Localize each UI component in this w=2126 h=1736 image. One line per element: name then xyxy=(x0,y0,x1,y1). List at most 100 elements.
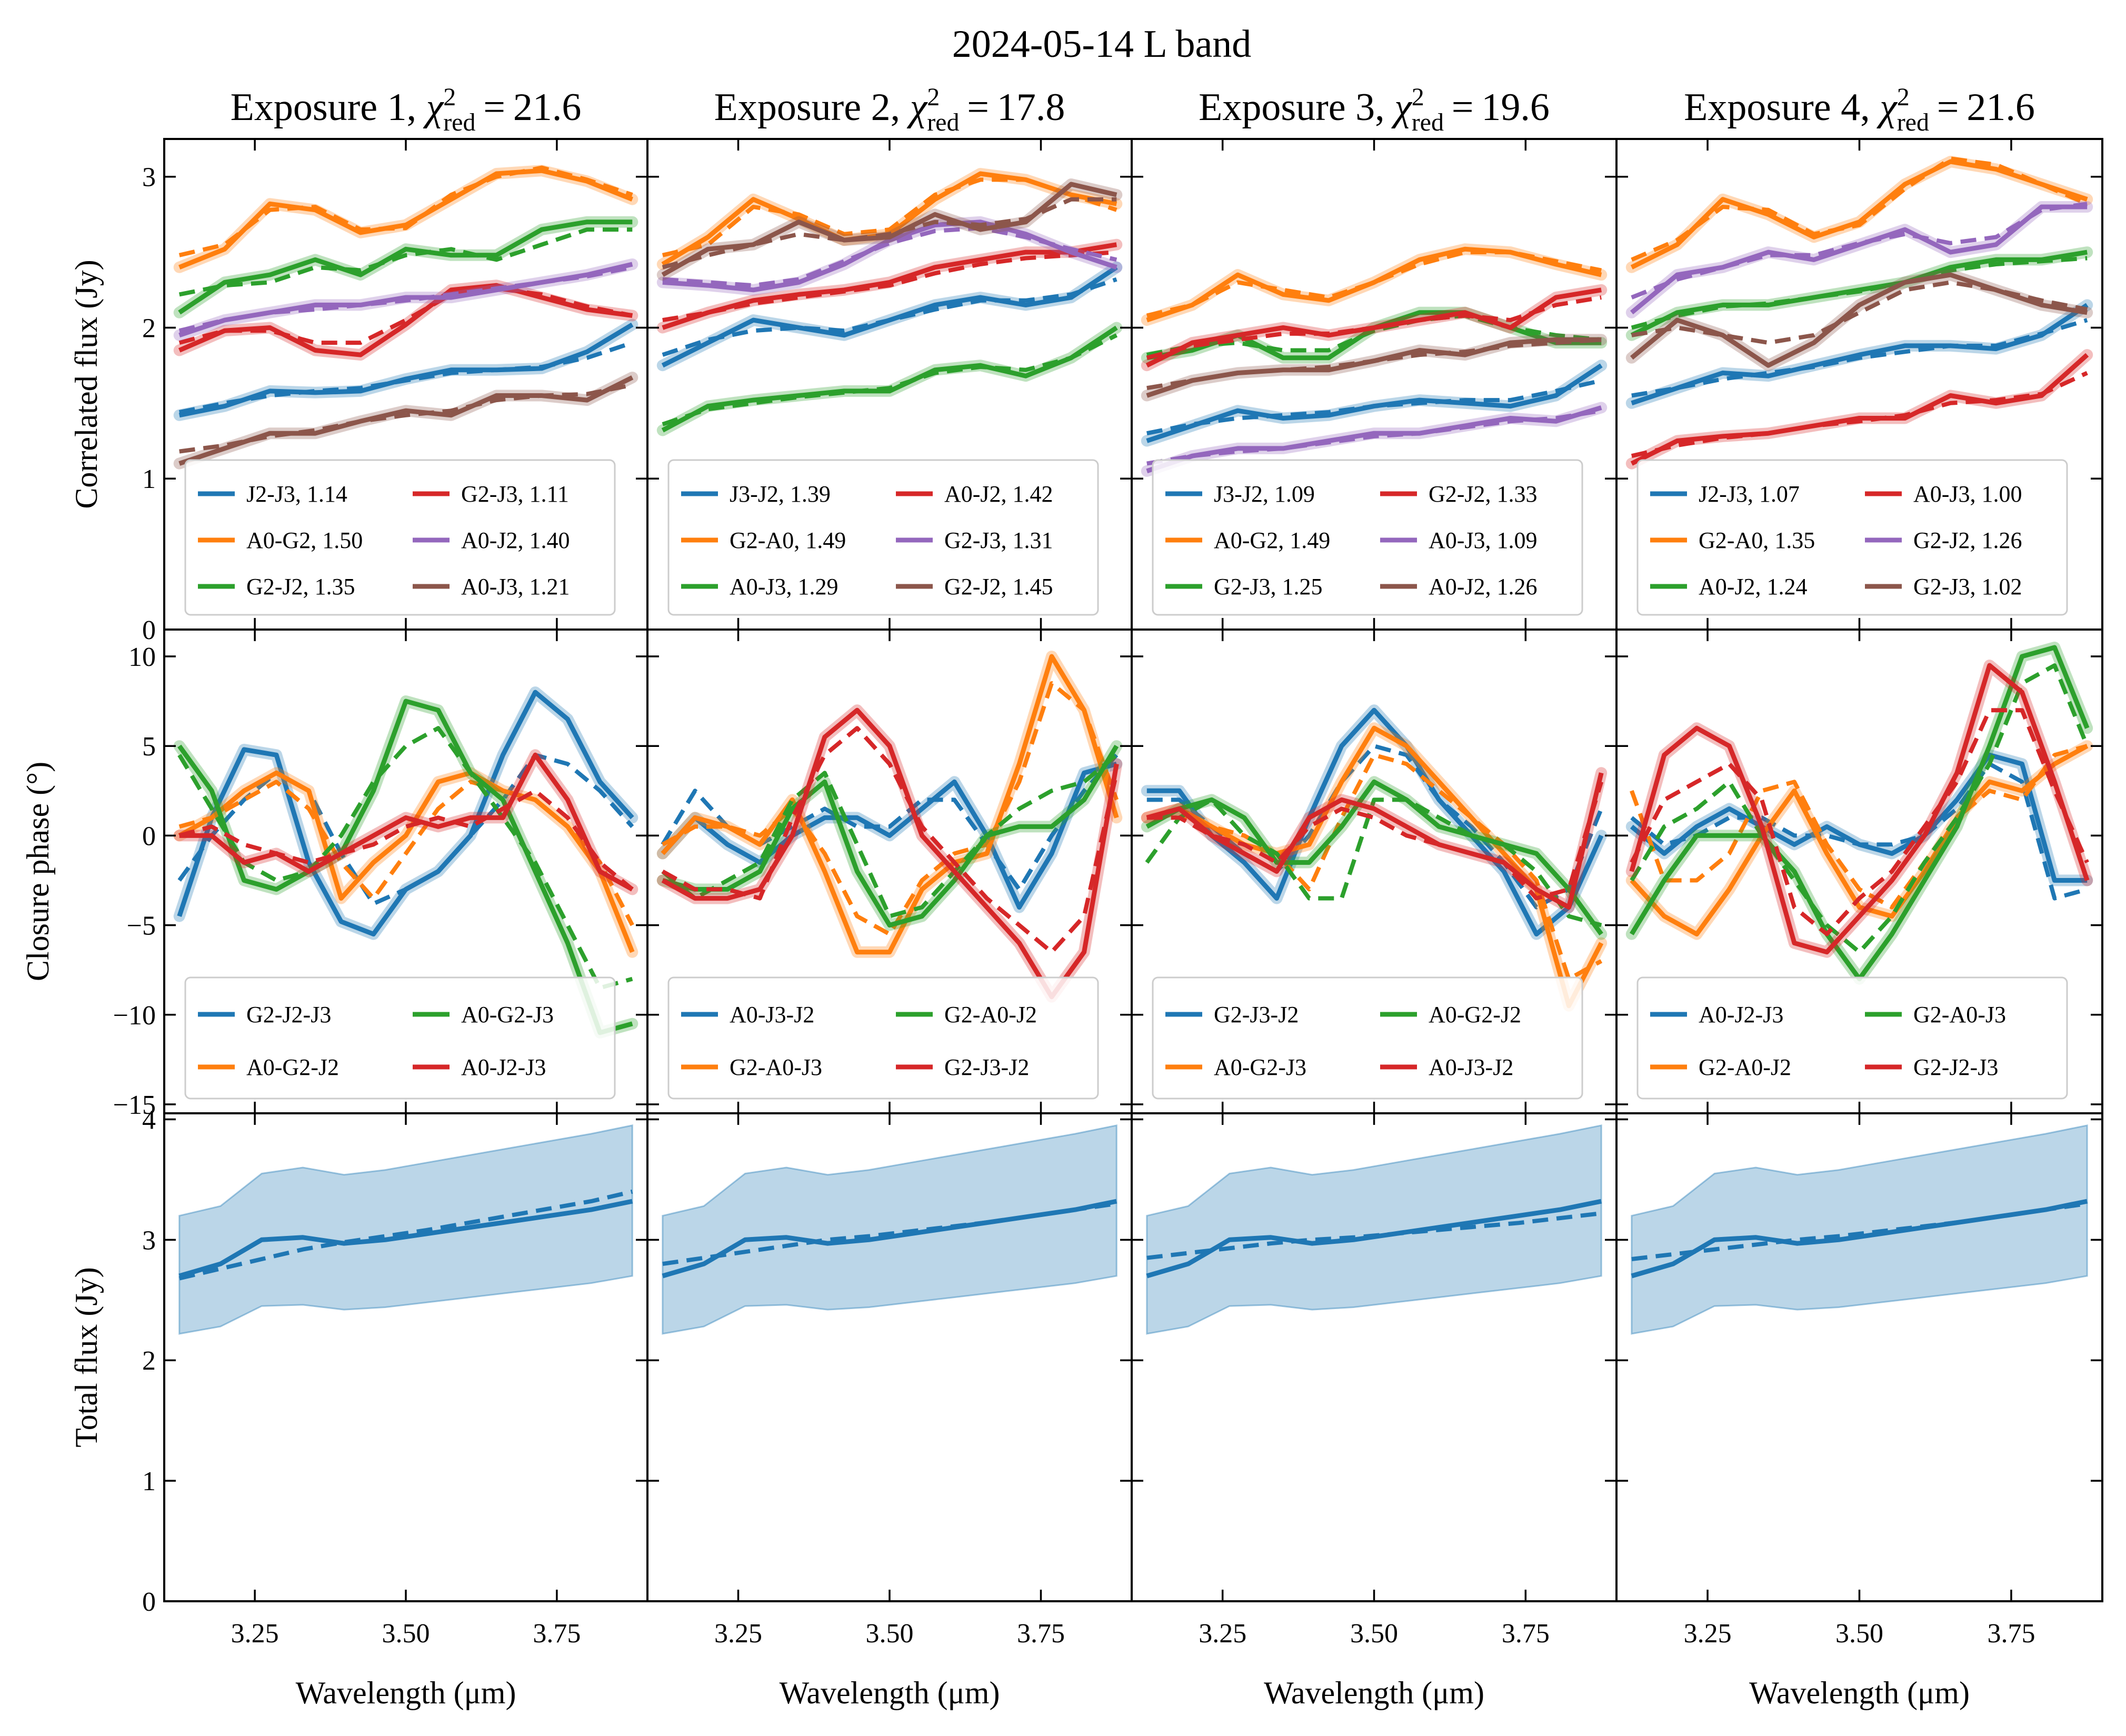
series-model-line xyxy=(1631,202,2088,300)
panel-title-prefix: Exposure 3, xyxy=(1199,86,1394,129)
legend-label: G2-J2-J3 xyxy=(1913,1054,1998,1080)
legend-label: A0-J2, 1.26 xyxy=(1429,574,1538,600)
legend-label: A0-J3-J2 xyxy=(730,1002,814,1027)
series-data-line xyxy=(178,220,633,315)
legend-label: J3-J2, 1.09 xyxy=(1214,481,1315,507)
uncertainty-band xyxy=(662,1124,1117,1335)
series-model-line xyxy=(1146,1211,1602,1260)
legend-label: J2-J3, 1.14 xyxy=(246,481,347,507)
row-2: A0-J2-J3 G2-A0-J2 G2-A0-J3 G2-J2-J3 xyxy=(1615,628,2103,1114)
uncertainty-band xyxy=(1146,1124,1602,1335)
ylabel-closure-phase: Closure phase (°) xyxy=(21,762,55,981)
series-model-line xyxy=(178,165,633,257)
legend-label: G2-A0, 1.35 xyxy=(1699,527,1815,553)
row-1: J2-J3, 1.07 G2-A0, 1.35 A0-J2, 1.24 A0-J3, … xyxy=(1615,138,2103,631)
series-model-line xyxy=(1146,337,1602,391)
series-model-line xyxy=(662,226,1117,288)
legend-label: G2-A0-J3 xyxy=(730,1054,822,1080)
plot-area xyxy=(1141,243,1608,477)
xlabel: Wavelength (μm) xyxy=(296,1675,516,1710)
legend: A0-J3-J2 G2-A0-J3 G2-A0-J2 G2-J3-J2 xyxy=(667,976,1099,1100)
legend-frame xyxy=(1152,976,1583,1100)
legend-label: A0-G2-J2 xyxy=(1429,1002,1521,1027)
legend-label: A0-J2, 1.24 xyxy=(1699,574,1808,600)
legend-label: G2-J2, 1.33 xyxy=(1429,481,1538,507)
uncertainty-band xyxy=(1631,1124,2088,1335)
series-model-line xyxy=(1631,1201,2088,1261)
legend-label: A0-J3, 1.21 xyxy=(461,574,570,600)
panel-title-prefix: Exposure 4, xyxy=(1684,86,1880,129)
plot-area xyxy=(1625,642,2093,985)
series-model-line xyxy=(661,681,1119,936)
xtick-label: 3.75 xyxy=(1017,1619,1065,1649)
xtick-label: 3.75 xyxy=(1502,1619,1550,1649)
panel-title-prefix: Exposure 2, xyxy=(714,86,910,129)
series-data-line xyxy=(662,1199,1117,1279)
legend-label: G2-A0-J2 xyxy=(944,1002,1037,1027)
legend-label: G2-A0, 1.49 xyxy=(730,527,846,553)
series-model-line xyxy=(661,726,1119,954)
uncertainty-band xyxy=(178,1124,633,1335)
xtick-label: 3.50 xyxy=(1350,1619,1398,1649)
chi-superscript: 2 xyxy=(443,83,456,111)
panel-title-value: 21.6 xyxy=(1967,86,2035,129)
xtick-label: 3.25 xyxy=(1199,1619,1246,1649)
series-model-line xyxy=(177,753,634,906)
series-data-line xyxy=(178,375,634,466)
legend-label: G2-J3-J2 xyxy=(1214,1002,1299,1027)
series-model-line xyxy=(1631,256,2088,330)
series-error-band xyxy=(656,322,1123,436)
legend: J3-J2, 1.39 G2-A0, 1.49 A0-J3, 1.29 A0-J2, … xyxy=(667,459,1099,616)
legend-label: G2-J3, 1.25 xyxy=(1214,574,1323,600)
chi-subscript: red xyxy=(1897,108,1929,136)
series-model-line xyxy=(661,753,1118,919)
plot-area xyxy=(1631,1124,2088,1335)
ytick-label: 3 xyxy=(142,1225,156,1255)
ytick-label: 0 xyxy=(142,821,156,851)
series-model-line xyxy=(662,250,1117,323)
legend-label: A0-J2, 1.40 xyxy=(461,527,570,553)
row-2: A0-J3-J2 G2-A0-J3 G2-A0-J2 G2-J3-J2 xyxy=(646,628,1133,1114)
xlabel: Wavelength (μm) xyxy=(780,1675,1000,1710)
series-data-line xyxy=(661,761,1117,910)
legend-label: G2-A0-J2 xyxy=(1699,1054,1791,1080)
legend-label: G2-J2, 1.26 xyxy=(1913,527,2022,553)
series-model-line xyxy=(1631,156,2088,262)
ylabel-total-flux: Total flux (Jy) xyxy=(69,1267,104,1447)
xtick-label: 3.50 xyxy=(866,1619,914,1649)
legend-label: A0-J2-J3 xyxy=(461,1054,546,1080)
ytick-label: 2 xyxy=(142,313,156,343)
xtick-label: 3.25 xyxy=(231,1619,279,1649)
legend-label: G2-J3, 1.31 xyxy=(944,527,1053,553)
legend: J3-J2, 1.09 A0-G2, 1.49 G2-J3, 1.25 G2-J2, … xyxy=(1152,459,1583,616)
panel-title-equals: = xyxy=(475,86,513,129)
panel-title-value: 17.8 xyxy=(997,86,1065,129)
series-model-line xyxy=(178,265,633,333)
series-data-line xyxy=(1630,159,2088,270)
ylabel-correlated-flux: Correlated flux (Jy) xyxy=(69,260,104,508)
legend-label: A0-J2-J3 xyxy=(1699,1002,1783,1027)
ytick-label: −10 xyxy=(113,1001,156,1031)
panel-title-equals: = xyxy=(959,86,996,129)
series-data-line xyxy=(661,654,1119,955)
series-model-line xyxy=(1146,753,1603,981)
legend-label: G2-J2-J3 xyxy=(246,1002,331,1027)
legend-frame xyxy=(1636,976,2068,1100)
legend-label: G2-J2, 1.35 xyxy=(246,574,355,600)
legend-label: A0-G2, 1.50 xyxy=(246,527,363,553)
series-model-line xyxy=(1146,408,1602,466)
series-data-line xyxy=(1631,303,2089,406)
ytick-label: 1 xyxy=(142,464,156,494)
plot-area xyxy=(656,651,1123,1003)
plot-area xyxy=(1146,1124,1602,1335)
legend-frame xyxy=(184,459,616,616)
series-error-band xyxy=(1625,749,2093,886)
xtick-label: 3.25 xyxy=(1684,1619,1732,1649)
row-2: G2-J3-J2 A0-G2-J3 A0-G2-J2 A0-J3-J2 xyxy=(1131,628,1618,1114)
series-data-line xyxy=(1145,779,1603,936)
panel-title-value: 21.6 xyxy=(513,86,582,129)
series-model-line xyxy=(1630,744,2088,910)
series-data-line xyxy=(662,744,1119,928)
legend-label: A0-G2-J3 xyxy=(461,1002,554,1027)
